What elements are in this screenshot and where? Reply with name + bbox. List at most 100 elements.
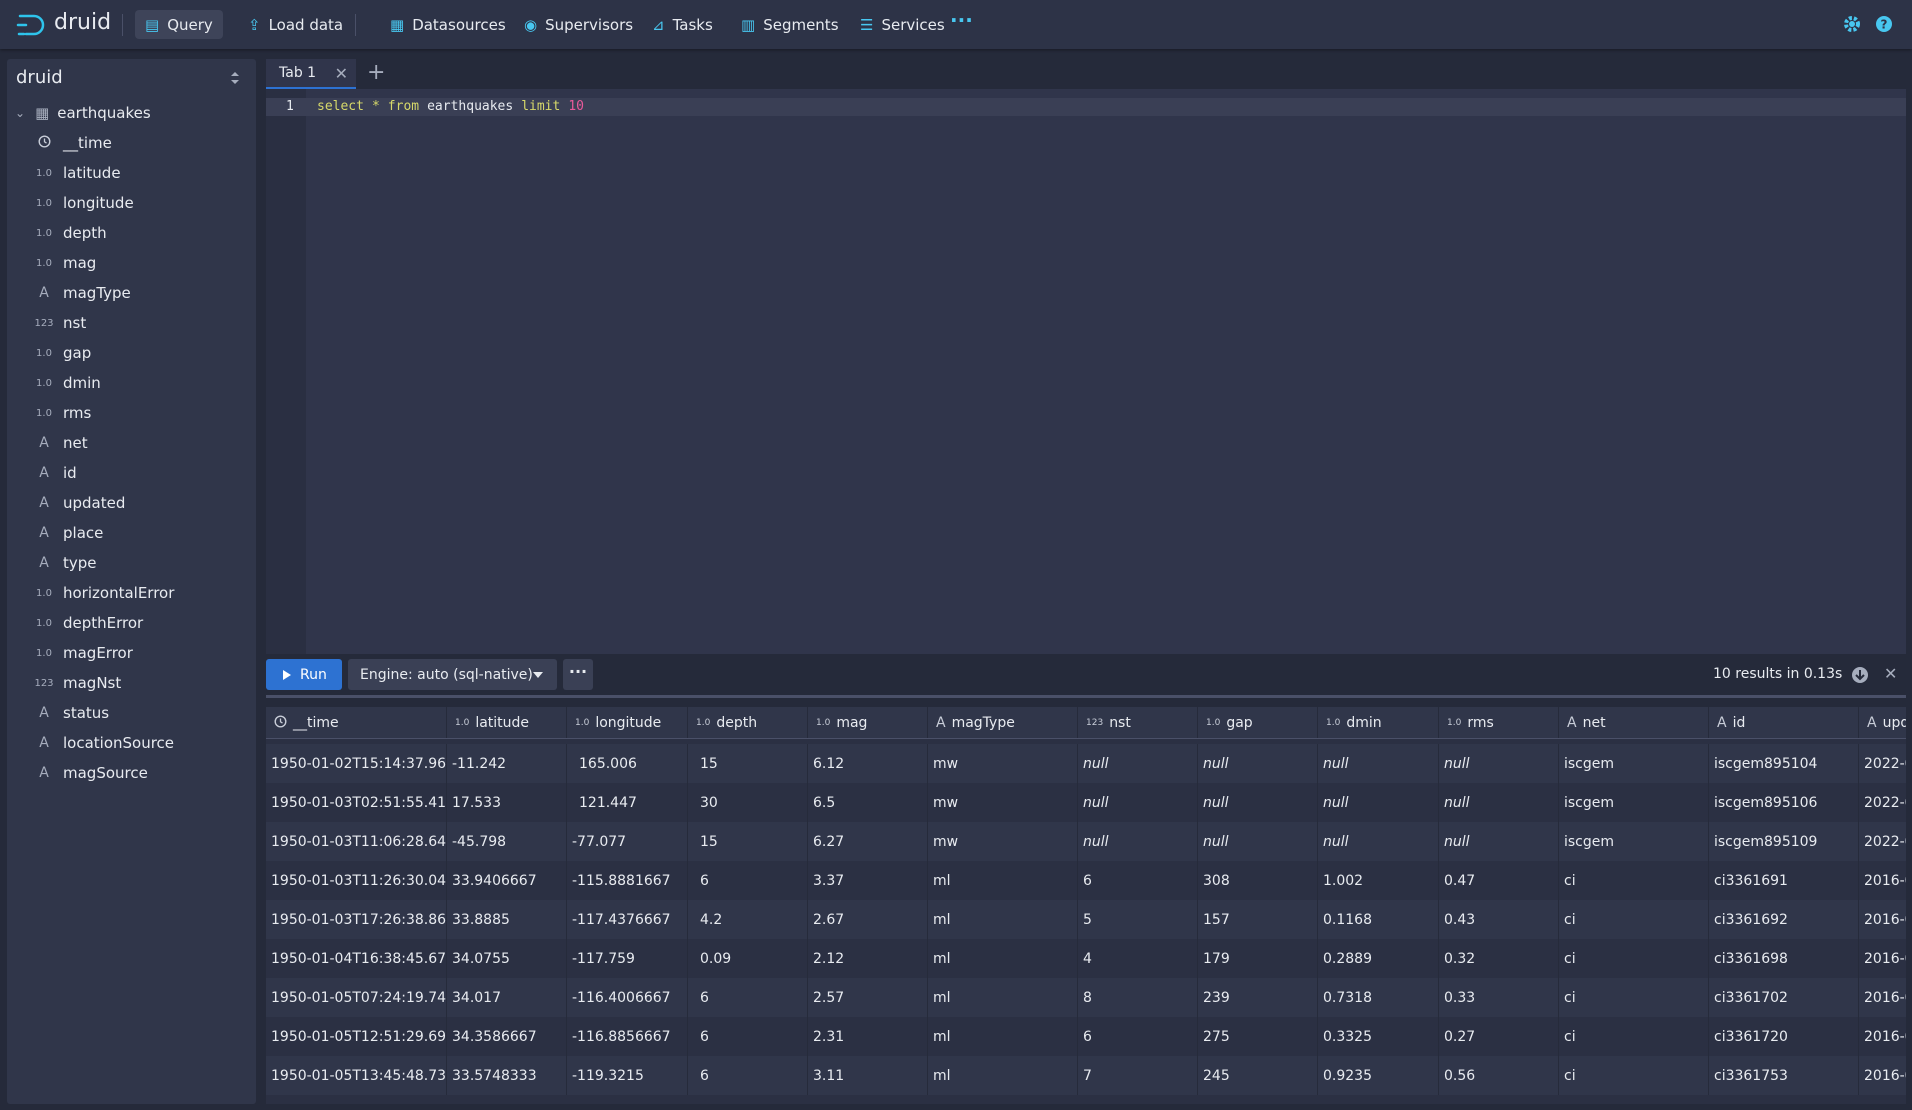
- header-cell[interactable]: 1.0gap: [1198, 707, 1318, 738]
- column-node[interactable]: Anet: [33, 429, 88, 457]
- type-icon: 1.0: [33, 348, 55, 359]
- type-icon: 1.0: [33, 408, 55, 419]
- header-cell[interactable]: Anet: [1559, 707, 1709, 738]
- engine-select[interactable]: Engine: auto (sql-native): [348, 659, 557, 690]
- more-options[interactable]: ···: [563, 659, 593, 690]
- table-cell: ml: [928, 1056, 1078, 1095]
- header-cell[interactable]: 1.0mag: [808, 707, 928, 738]
- header-cell[interactable]: __time: [266, 707, 447, 738]
- run-button[interactable]: Run: [266, 659, 342, 690]
- help-icon[interactable]: ?: [1875, 15, 1893, 33]
- column-node[interactable]: Atype: [33, 549, 97, 577]
- column-node[interactable]: 1.0horizontalError: [33, 579, 174, 607]
- column-node[interactable]: AlocationSource: [33, 729, 174, 757]
- header-cell[interactable]: AmagType: [928, 707, 1078, 738]
- tab[interactable]: Tab 1 ✕: [266, 59, 356, 89]
- table-cell: ci: [1559, 1017, 1709, 1056]
- column-node[interactable]: 123nst: [33, 309, 86, 337]
- column-node[interactable]: 1.0dmin: [33, 369, 101, 397]
- column-node[interactable]: Aid: [33, 459, 77, 487]
- nav-item[interactable]: ⊿Tasks: [642, 10, 723, 39]
- type-icon: A: [33, 285, 55, 301]
- column-node[interactable]: __time: [33, 129, 112, 157]
- nav-item[interactable]: ☰Services: [850, 10, 955, 39]
- line-number: 1: [286, 99, 294, 114]
- header-cell[interactable]: Aid: [1709, 707, 1859, 738]
- nav-item[interactable]: ▦Datasources: [380, 10, 516, 39]
- header-cell[interactable]: 1.0depth: [688, 707, 808, 738]
- nav-item[interactable]: ▤Query: [135, 10, 223, 39]
- add-tab[interactable]: +: [367, 60, 385, 85]
- column-name: updated: [63, 494, 125, 512]
- schema-name[interactable]: druid: [16, 67, 63, 88]
- column-node[interactable]: 1.0 gap: [33, 339, 91, 367]
- column-node[interactable]: 123magNst: [33, 669, 121, 697]
- table-node[interactable]: ⌄▦earthquakes: [15, 99, 151, 127]
- column-node[interactable]: 1.0longitude: [33, 189, 134, 217]
- table-cell: 2022-0: [1859, 744, 1906, 783]
- table-cell: 6.27: [808, 822, 928, 861]
- column-node[interactable]: 1.0depthError: [33, 609, 143, 637]
- table-cell: null: [1078, 822, 1198, 861]
- result-summary: 10 results in 0.13s: [1713, 666, 1842, 682]
- column-node[interactable]: 1.0magError: [33, 639, 133, 667]
- table-cell: 6: [1078, 1017, 1198, 1056]
- download-icon[interactable]: [1851, 666, 1869, 684]
- table-cell: 121.447: [567, 783, 688, 822]
- tab-close[interactable]: ✕: [335, 64, 348, 83]
- column-node[interactable]: 1.0latitude: [33, 159, 121, 187]
- table-name: earthquakes: [57, 104, 150, 122]
- table-cell: 6.12: [808, 744, 928, 783]
- table-cell: 1950-01-05T12:51:29.690Z: [266, 1017, 447, 1056]
- table-cell: 245: [1198, 1056, 1318, 1095]
- header-cell[interactable]: 1.0latitude: [447, 707, 567, 738]
- nav-label: Datasources: [412, 16, 505, 34]
- table-cell: 239: [1198, 978, 1318, 1017]
- close-results[interactable]: ✕: [1884, 664, 1897, 683]
- table-cell: 0.27: [1439, 1017, 1559, 1056]
- table-cell: ml: [928, 1017, 1078, 1056]
- nav-item[interactable]: ⇪Load data: [238, 10, 353, 39]
- table-cell: mw: [928, 783, 1078, 822]
- table-cell: 4: [1078, 939, 1198, 978]
- column-node[interactable]: Astatus: [33, 699, 109, 727]
- header-label: gap: [1226, 715, 1252, 731]
- column-node[interactable]: 1.0mag: [33, 249, 96, 277]
- sort-icon[interactable]: [229, 70, 241, 86]
- nav-item[interactable]: ▥Segments: [731, 10, 849, 39]
- column-name: gap: [63, 344, 91, 362]
- tab-label: Tab 1: [279, 65, 316, 81]
- table-cell: -115.8881667: [567, 861, 688, 900]
- column-node[interactable]: 1.0depth: [33, 219, 107, 247]
- column-name: rms: [63, 404, 91, 422]
- table-cell: null: [1439, 783, 1559, 822]
- table-cell: 6: [688, 1056, 808, 1095]
- header-cell[interactable]: 1.0longitude: [567, 707, 688, 738]
- table-cell: 34.017: [447, 978, 567, 1017]
- type-icon: 123: [33, 678, 55, 689]
- table-cell: -119.3215: [567, 1056, 688, 1095]
- type-icon: A: [1567, 715, 1577, 731]
- table-cell: 1950-01-03T11:26:30.040Z: [266, 861, 447, 900]
- header-cell[interactable]: Aupd: [1859, 707, 1906, 738]
- table-cell: 15: [688, 822, 808, 861]
- settings-icon[interactable]: [1843, 15, 1861, 33]
- column-node[interactable]: 1.0 rms: [33, 399, 91, 427]
- table-cell: ci: [1559, 1056, 1709, 1095]
- header-cell[interactable]: 1.0dmin: [1318, 707, 1439, 738]
- table-cell: -45.798: [447, 822, 567, 861]
- type-icon: 123: [33, 318, 55, 329]
- column-node[interactable]: Aupdated: [33, 489, 125, 517]
- type-icon: 1.0: [33, 258, 55, 269]
- column-node[interactable]: AmagType: [33, 279, 131, 307]
- column-name: dmin: [63, 374, 101, 392]
- header-cell[interactable]: 1.0rms: [1439, 707, 1559, 738]
- table-cell: 6.5: [808, 783, 928, 822]
- table-cell: 2.12: [808, 939, 928, 978]
- table-row: 1950-01-03T11:06:28.640Z-45.798-77.07715…: [266, 822, 1906, 861]
- nav-icon: ⊿: [652, 16, 665, 34]
- nav-item[interactable]: ◉Supervisors: [514, 10, 643, 39]
- header-cell[interactable]: 123nst: [1078, 707, 1198, 738]
- column-node[interactable]: Aplace: [33, 519, 103, 547]
- column-node[interactable]: AmagSource: [33, 759, 148, 787]
